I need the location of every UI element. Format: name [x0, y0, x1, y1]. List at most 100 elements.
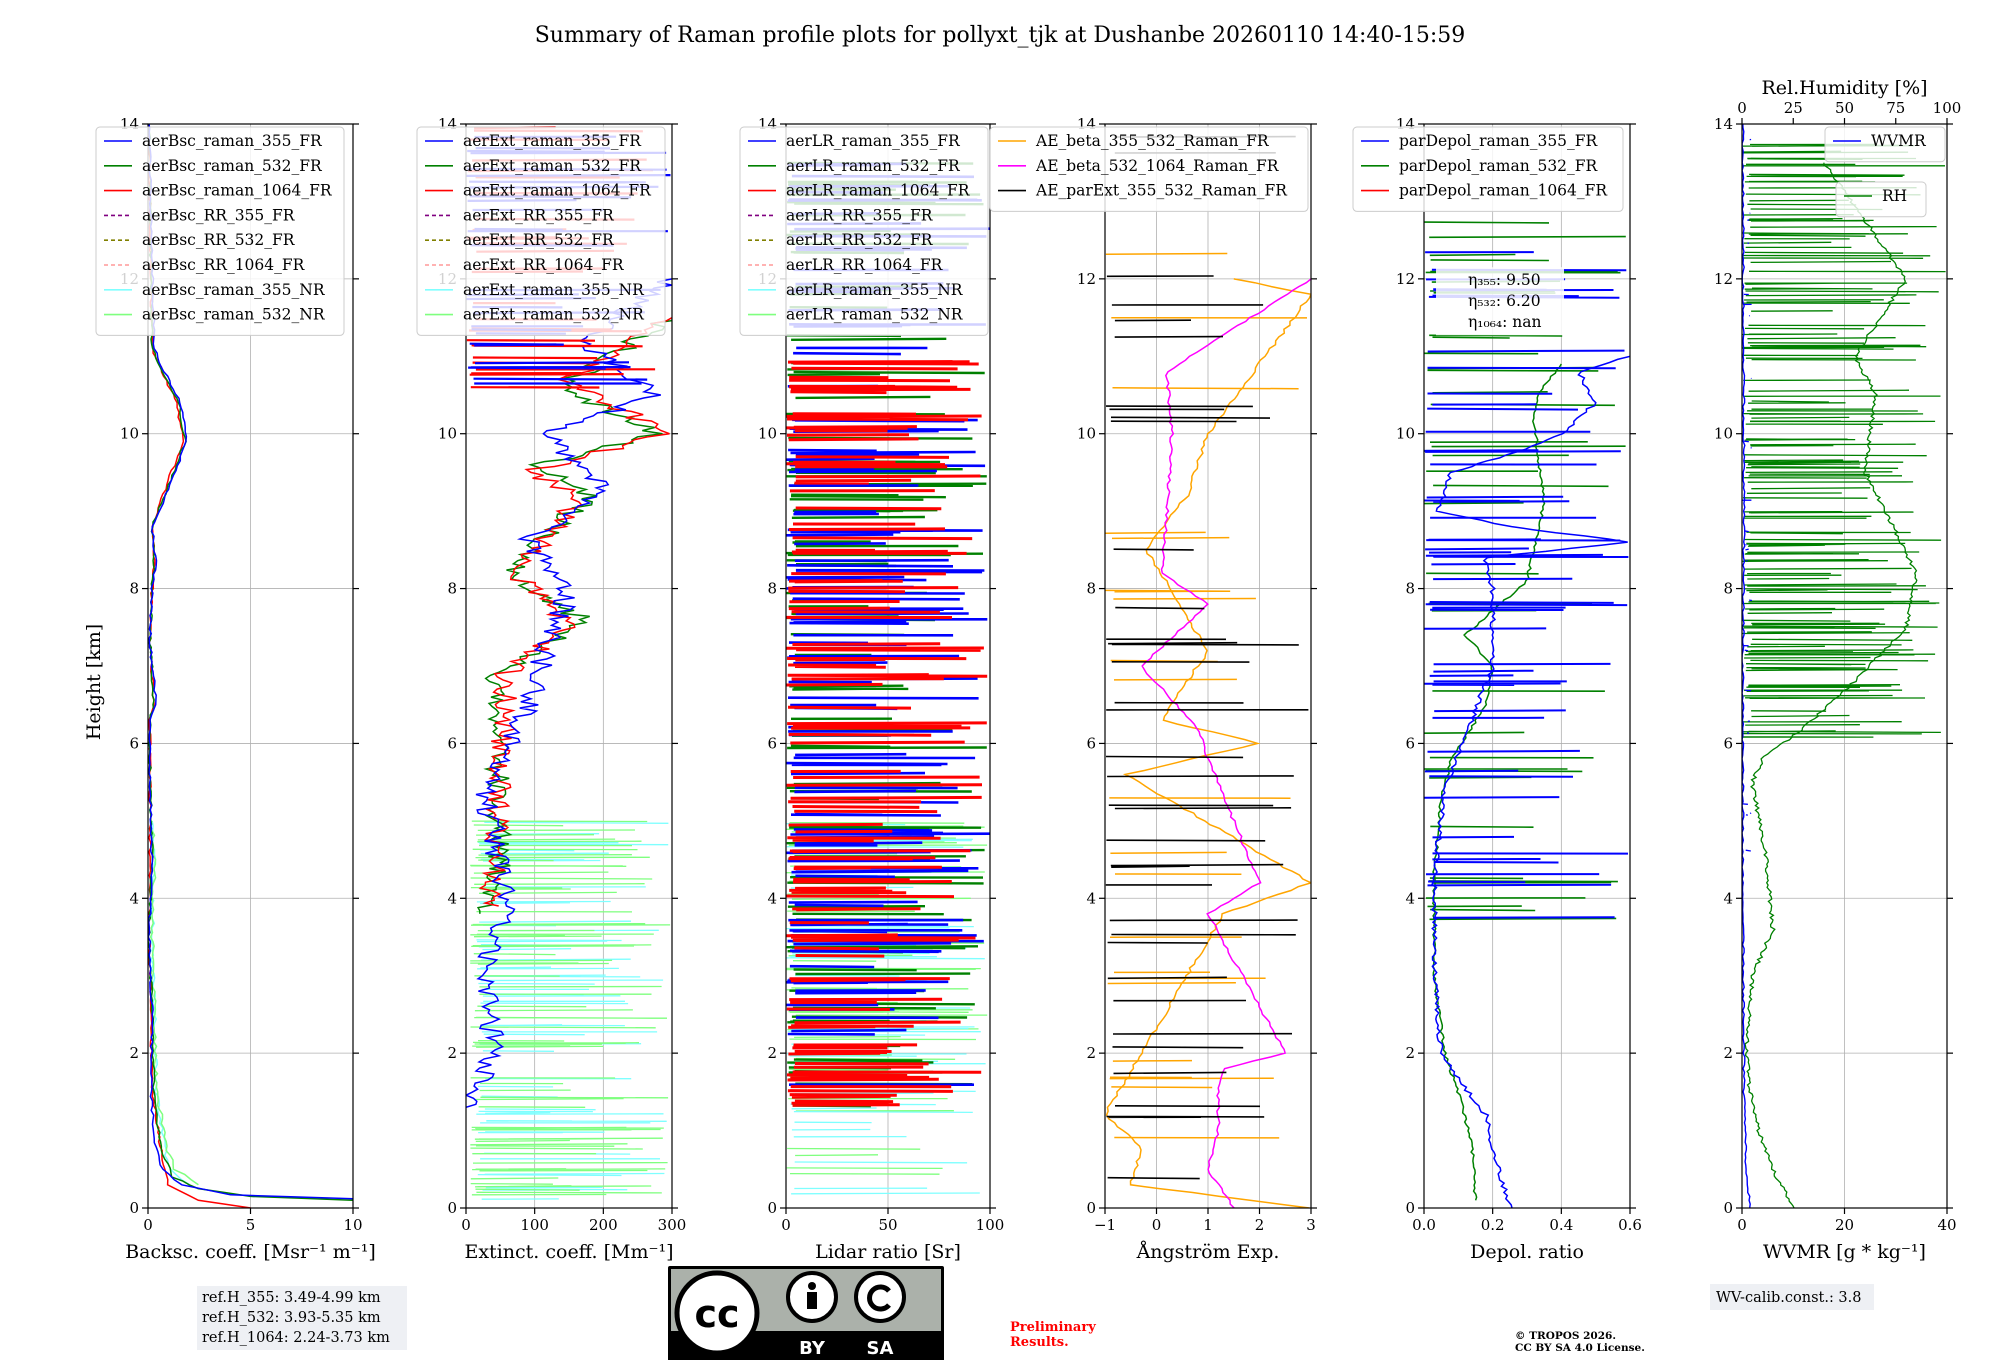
legend-entry: aerLR_raman_1064_FR [786, 182, 971, 200]
y-tick-label: 14 [1714, 115, 1733, 133]
legend-entry: aerExt_raman_532_FR [463, 157, 642, 175]
cc-icon: cc [694, 1292, 739, 1336]
y-tick-label: 10 [120, 425, 139, 443]
y-tick-label: 6 [447, 734, 457, 752]
panels: 024681012140510Backsc. coeff. [Msr⁻¹ m⁻¹… [95, 77, 1961, 1263]
y-tick-label: 0 [1086, 1199, 1096, 1217]
copyright-text: CC BY SA 4.0 License. [1515, 1342, 1645, 1354]
line-aerExt_raman_532_NR [470, 820, 671, 1196]
panel-frame [465, 123, 673, 1209]
top-x-tick-label: 0 [1737, 99, 1747, 117]
wv-calib-bg [1710, 1284, 1874, 1310]
x-tick-label: 0 [781, 1216, 791, 1234]
badge-bottom [745, 1331, 941, 1359]
x-axis-label: Ångström Exp. [1136, 1241, 1280, 1263]
x-tick-label: −1 [1094, 1216, 1116, 1234]
legend-entry: aerBsc_raman_532_NR [142, 306, 326, 324]
figure-title: Summary of Raman profile plots for polly… [535, 23, 1466, 48]
x-tick-label: 10 [343, 1216, 362, 1234]
legend: aerExt_raman_355_FR aerExt_raman_532_FRae… [416, 126, 666, 336]
eta-annotation: η₃₅₅: 9.50 η₅₃₂: 6.20 η₁₀₆₄: nan [1436, 267, 1564, 336]
x-axis-label: Extinct. coeff. [Mm⁻¹] [464, 1241, 673, 1263]
y-tick-label: 8 [1086, 580, 1096, 598]
legend-entry: aerExt_raman_355_NR [463, 281, 645, 299]
top-x-tick-label: 75 [1886, 99, 1905, 117]
line-aerBsc_raman_532_NR [149, 820, 199, 1186]
y-tick-label: 0 [447, 1199, 457, 1217]
line-aerExt_raman_355_FR [466, 278, 672, 1109]
legend-entry: parDepol_raman_355_FR [1399, 132, 1599, 150]
x-tick-label: 20 [1835, 1216, 1854, 1234]
y-tick-label: 10 [1714, 425, 1733, 443]
y-tick-label: 10 [438, 425, 457, 443]
top-x-tick-label: 25 [1784, 99, 1803, 117]
x-tick-label: 0 [1152, 1216, 1162, 1234]
y-tick-label: 4 [129, 889, 139, 907]
x-tick-label: 0.2 [1481, 1216, 1505, 1234]
y-tick-label: 8 [767, 580, 777, 598]
y-tick-label: 4 [1405, 889, 1415, 907]
legend: AE_beta_355_532_Raman_FR AE_beta_532_1064… [989, 126, 1309, 212]
line-WVMR-spikes [1742, 138, 1752, 852]
copyright-text: © TROPOS 2026. [1515, 1330, 1616, 1342]
x-tick-label: 0.0 [1412, 1216, 1436, 1234]
top-x-tick-label: 50 [1835, 99, 1854, 117]
legend-entry: aerLR_raman_355_NR [786, 281, 964, 299]
legend-box [739, 126, 989, 336]
panel-ext: 024681012140100200300Extinct. coeff. [Mm… [416, 115, 687, 1263]
top-axis-label: Rel.Humidity [%] [1761, 77, 1927, 99]
license-badge: cc BY SA [668, 1266, 944, 1360]
wv-calib-text: WV-calib.const.: 3.8 [1716, 1290, 1862, 1306]
preliminary-text: Preliminary [1010, 1320, 1096, 1335]
line-AE_beta_355_532_Raman_FR [1105, 278, 1311, 1208]
legend-entry: AE_parExt_355_532_Raman_FR [1035, 182, 1288, 200]
legend-entry: aerExt_RR_532_FR [463, 231, 615, 249]
x-tick-label: 0 [1737, 1216, 1747, 1234]
line-parDepol_355-spikes [1424, 251, 1629, 919]
legend-entry: aerExt_raman_355_FR [463, 132, 642, 150]
x-tick-label: 300 [658, 1216, 687, 1234]
y-tick-label: 8 [1405, 580, 1415, 598]
legend-entry: aerLR_raman_355_FR [786, 132, 961, 150]
y-tick-label: 2 [1723, 1044, 1733, 1062]
legend-entry: RH [1882, 187, 1907, 205]
x-tick-label: 50 [878, 1216, 897, 1234]
x-axis-label: Lidar ratio [Sr] [815, 1241, 961, 1263]
ref-height-line: ref.H_355: 3.49-4.99 km [202, 1290, 381, 1306]
legend-rh: RH [1835, 181, 1927, 218]
top-x-tick-label: 100 [1933, 99, 1962, 117]
panel-data [1424, 221, 1630, 1208]
legend-entry: AE_beta_355_532_Raman_FR [1035, 132, 1270, 150]
legend-entry: aerBsc_RR_532_FR [142, 231, 296, 249]
y-tick-label: 6 [1723, 734, 1733, 752]
y-tick-label: 6 [129, 734, 139, 752]
legend-entry: aerLR_raman_532_NR [786, 306, 964, 324]
legend-entry: aerExt_raman_532_NR [463, 306, 645, 324]
x-axis-label: Backsc. coeff. [Msr⁻¹ m⁻¹] [125, 1241, 376, 1263]
ref-height-box: ref.H_355: 3.49-4.99 km ref.H_532: 3.93-5… [197, 1286, 407, 1350]
legend-box [416, 126, 666, 336]
ref-height-line: ref.H_1064: 2.24-3.73 km [202, 1330, 390, 1346]
legend-entry: parDepol_raman_1064_FR [1399, 182, 1608, 200]
legend-entry: aerBsc_raman_1064_FR [142, 182, 333, 200]
cc-circle [674, 1270, 760, 1356]
x-tick-label: 0 [143, 1216, 153, 1234]
y-tick-label: 2 [129, 1044, 139, 1062]
x-axis-label: WVMR [g * kg⁻¹] [1763, 1241, 1926, 1263]
legend-entry: AE_beta_532_1064_Raman_FR [1035, 157, 1280, 175]
y-tick-label: 4 [447, 889, 457, 907]
y-tick-label: 4 [767, 889, 777, 907]
legend-entry: aerExt_raman_1064_FR [463, 182, 652, 200]
y-tick-label: 12 [1714, 270, 1733, 288]
eta-line: η₃₅₅: 9.50 [1468, 271, 1541, 289]
y-tick-label: 8 [129, 580, 139, 598]
legend-box [1835, 181, 1927, 218]
legend-entry: aerExt_RR_1064_FR [463, 256, 625, 274]
y-tick-label: 2 [447, 1044, 457, 1062]
legend: aerLR_raman_355_FR aerLR_raman_532_FR aerL… [739, 126, 989, 336]
legend-entry: aerBsc_RR_1064_FR [142, 256, 306, 274]
legend: parDepol_raman_355_FR parDepol_raman_532_… [1352, 126, 1624, 212]
